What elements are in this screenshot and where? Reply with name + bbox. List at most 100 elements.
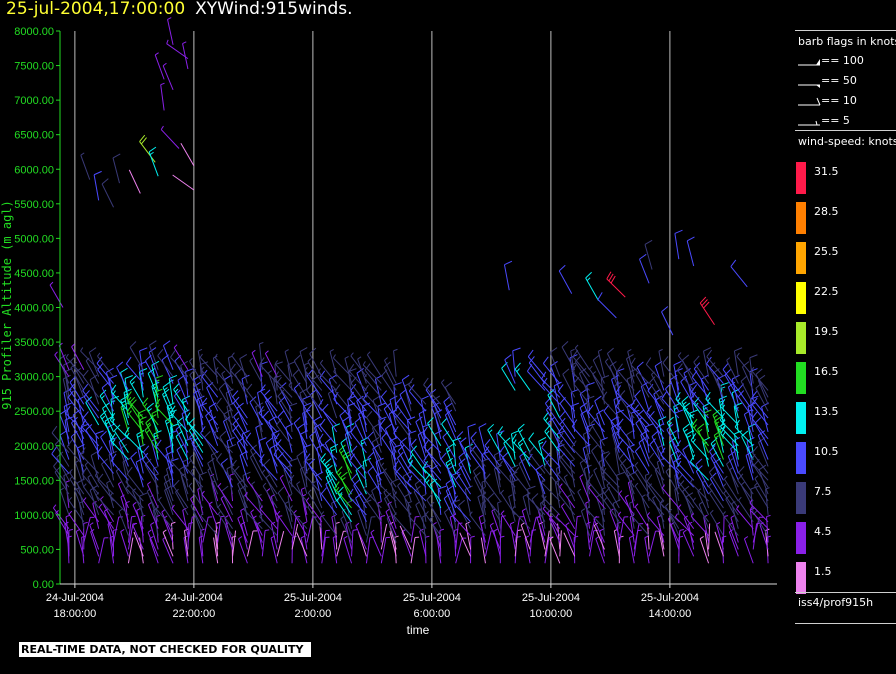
barb-staff <box>190 470 204 495</box>
barb-staff <box>223 414 234 440</box>
barb-staff <box>367 437 382 460</box>
barb-staff <box>678 486 695 509</box>
barb-feather <box>198 471 207 476</box>
wind-barb <box>299 347 308 377</box>
barb-feather <box>118 437 127 443</box>
barb-staff <box>351 479 367 502</box>
wind-barb <box>472 465 486 495</box>
barb-staff <box>723 493 739 516</box>
barb-half-feather <box>421 494 426 497</box>
barb-half-feather <box>579 474 584 478</box>
barb-staff <box>175 429 189 453</box>
wind-barb <box>526 492 546 516</box>
barb-feather <box>601 391 608 399</box>
wind-barb <box>147 481 159 509</box>
barb-half-feather <box>724 475 728 480</box>
wind-barb <box>362 361 382 384</box>
barb-half-feather <box>146 422 151 426</box>
barb-half-feather <box>511 506 515 511</box>
barb-feather <box>469 445 476 453</box>
barb-staff <box>307 506 323 529</box>
barb-staff <box>320 514 338 536</box>
barb-staff <box>737 389 754 412</box>
wind-barb <box>647 523 650 550</box>
barb-staff <box>166 43 189 60</box>
wind-barb <box>348 488 367 516</box>
barb-feather <box>617 363 623 371</box>
barb-feather <box>139 347 148 352</box>
barb-half-feather <box>629 535 634 539</box>
barb-feather <box>289 458 298 462</box>
barb-feather <box>129 375 137 383</box>
barb-staff <box>395 473 412 495</box>
barb-feather <box>393 426 399 434</box>
barb-staff <box>304 460 323 481</box>
barb-staff <box>738 472 754 495</box>
barb-staff <box>182 510 189 536</box>
barb-staff <box>313 420 323 446</box>
wind-barb <box>249 451 263 481</box>
barb-staff <box>640 386 650 412</box>
barb-feather <box>451 471 460 476</box>
wind-barb <box>267 370 278 398</box>
barb-staff <box>750 488 754 515</box>
barb-feather <box>726 458 734 465</box>
barb-staff <box>625 358 635 384</box>
wind-barb <box>646 405 665 433</box>
barb-staff <box>366 354 382 377</box>
barb-half-feather <box>726 357 731 361</box>
wind-barb <box>150 522 159 550</box>
barb-half-feather <box>725 495 730 500</box>
barb-staff <box>749 371 754 398</box>
wind-barb <box>319 523 323 550</box>
barb-staff <box>381 375 397 398</box>
wind-barb <box>691 384 709 412</box>
wind-barb <box>592 354 605 384</box>
barb-staff <box>459 532 472 557</box>
barb-feather <box>250 444 258 451</box>
wind-barb <box>709 445 724 474</box>
wind-barb <box>678 480 695 509</box>
barb-feather <box>596 409 604 415</box>
wind-barb <box>277 389 293 419</box>
barb-staff <box>182 461 189 488</box>
barb-staff <box>597 351 605 377</box>
barb-feather <box>363 457 372 462</box>
barb-half-feather <box>408 512 412 517</box>
wind-barb <box>100 430 114 460</box>
barb-staff <box>620 464 635 488</box>
barb-staff <box>117 483 129 509</box>
barb-staff <box>165 448 174 474</box>
barb-feather <box>478 423 487 428</box>
barb-staff <box>720 426 739 447</box>
barb-staff <box>365 537 371 564</box>
wind-barb <box>317 368 338 391</box>
barb-staff <box>97 369 114 391</box>
wind-barb <box>130 451 144 481</box>
barb-staff <box>217 486 233 509</box>
barb-staff <box>308 464 323 488</box>
barb-feather <box>363 392 369 400</box>
x-tick-date: 24-Jul-2004 <box>46 592 104 604</box>
barb-staff <box>589 368 605 391</box>
barb-feather <box>487 493 495 500</box>
barb-half-feather <box>684 515 688 519</box>
wind-barb <box>217 503 233 529</box>
barb-half-feather <box>131 515 136 518</box>
barb-feather <box>93 170 102 176</box>
barb-pennant <box>816 59 820 65</box>
barb-staff <box>144 360 159 384</box>
wind-barb <box>617 439 635 467</box>
barb-staff <box>184 440 189 467</box>
barb-staff <box>555 468 561 495</box>
barb-feather <box>148 347 157 353</box>
barb-staff <box>674 475 680 502</box>
barb-staff <box>559 486 576 509</box>
barb-feather <box>651 430 659 437</box>
barb-staff <box>188 485 204 509</box>
barb-staff <box>422 433 442 454</box>
wind-barb <box>752 516 764 543</box>
barb-feather <box>432 395 441 401</box>
barb-staff <box>319 425 338 447</box>
barb-staff <box>464 489 472 515</box>
